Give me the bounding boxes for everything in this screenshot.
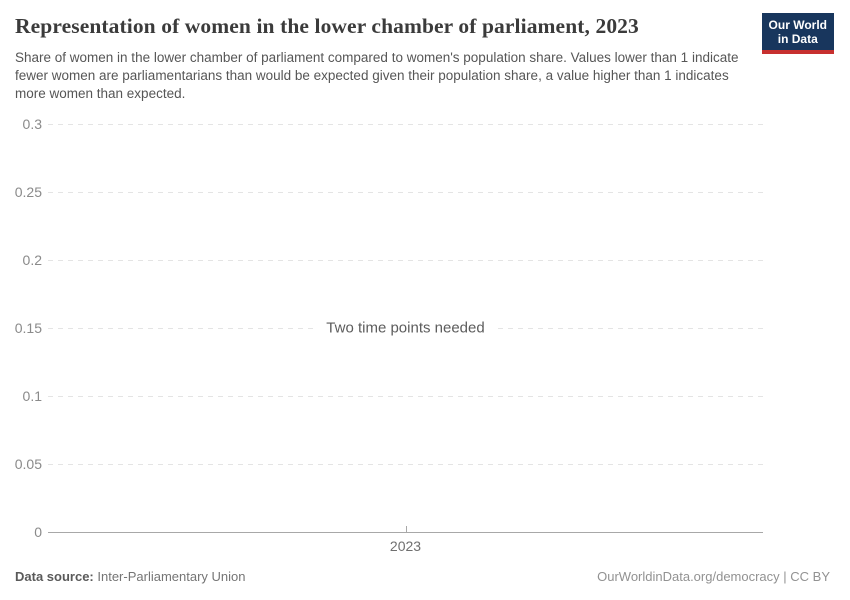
- gridline: [48, 260, 763, 261]
- source-label: Data source:: [15, 569, 94, 584]
- gridline: [48, 124, 763, 125]
- x-axis-line: [48, 532, 763, 533]
- chart-title: Representation of women in the lower cha…: [15, 14, 639, 38]
- y-axis-tick-label: 0: [34, 524, 42, 540]
- y-axis-tick-label: 0.15: [14, 320, 42, 336]
- gridline: [48, 464, 763, 465]
- owid-logo-line1: Our World: [768, 18, 827, 32]
- y-axis-tick-label: 0.3: [22, 116, 42, 132]
- y-axis-tick-label: 0.05: [14, 456, 42, 472]
- footer-source: Data source: Inter-Parliamentary Union: [15, 569, 246, 585]
- source-value: Inter-Parliamentary Union: [97, 569, 246, 584]
- gridline: [48, 396, 763, 397]
- x-axis-tick-mark: [405, 526, 407, 532]
- y-axis-tick-label: 0.2: [22, 252, 42, 268]
- owid-logo: Our World in Data: [761, 13, 834, 54]
- owid-logo-accent-bar: [761, 50, 834, 54]
- y-axis-tick-label: 0.1: [22, 388, 42, 404]
- owid-logo-line2: in Data: [777, 32, 818, 46]
- chart-subtitle: Share of women in the lower chamber of p…: [15, 50, 739, 101]
- gridline: [48, 192, 763, 193]
- x-axis-tick-label: 2023: [389, 538, 422, 554]
- empty-chart-message: Two time points needed: [316, 318, 495, 338]
- y-axis-tick-label: 0.25: [14, 184, 42, 200]
- footer-attribution: OurWorldinData.org/democracy | CC BY: [597, 569, 830, 584]
